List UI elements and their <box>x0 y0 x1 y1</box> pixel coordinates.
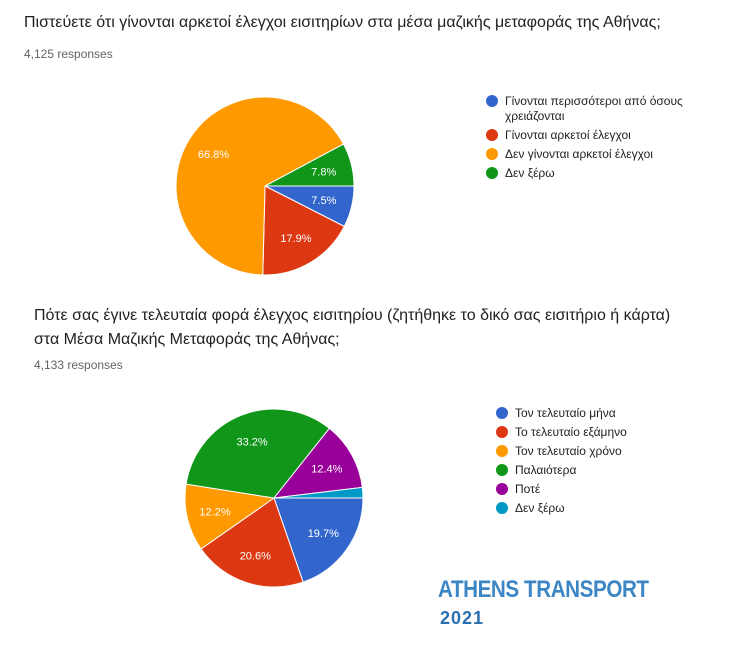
pie-1-legend-item-3: Δεν γίνονται αρκετοί έλεγχοι <box>486 147 696 162</box>
pie-2-slice-3 <box>184 483 276 550</box>
pie-1-legend-item-1: Γίνονται περισσότεροι από όσους χρειάζον… <box>486 94 696 124</box>
pie-2-slice-2-label: 20.6% <box>240 551 271 563</box>
brand-year: 2021 <box>440 608 485 628</box>
pie-1-slice-4-label: 7.8% <box>311 166 336 178</box>
legend-label: Παλαιότερα <box>515 463 577 477</box>
pie-chart-2: 19.7% 20.6% 12.2% 33.2% 12.4% <box>184 408 364 588</box>
pie-1-slice-2 <box>262 185 345 276</box>
pie-1-legend-item-2: Γίνονται αρκετοί έλεγχοι <box>486 128 696 143</box>
question-1-title-line-1: Πιστεύετε ότι γίνονται αρκετοί έλεγχοι ε… <box>24 14 661 31</box>
pie-2-legend-item-6: Δεν ξέρω <box>496 501 696 516</box>
pie-chart-1-legend: Γίνονται περισσότεροι από όσους χρειάζον… <box>486 94 696 185</box>
pie-2-legend-item-5: Ποτέ <box>496 482 696 497</box>
legend-label: Τον τελευταίο χρόνο <box>515 444 622 458</box>
legend-label: Δεν γίνονται αρκετοί έλεγχοι <box>505 147 653 161</box>
pie-chart-2-legend: Τον τελευταίο μήνα Το τελευταίο εξάμηνο Το… <box>496 406 696 520</box>
pie-2-slice-5-label: 12.4% <box>311 464 342 476</box>
pie-1-slice-1-label: 7.5% <box>311 195 336 207</box>
pie-2-slice-2 <box>200 497 304 588</box>
legend-swatch-icon <box>486 167 498 179</box>
pie-1-slice-3 <box>175 96 345 276</box>
legend-label: Το τελευταίο εξάμηνο <box>515 425 627 439</box>
legend-swatch-icon <box>486 95 498 107</box>
pie-2-legend-item-2: Το τελευταίο εξάμηνο <box>496 425 696 440</box>
legend-swatch-icon <box>496 426 508 438</box>
pie-chart-1: 7.5% 17.9% 66.8% 7.8% <box>175 96 355 276</box>
legend-swatch-icon <box>496 464 508 476</box>
question-2-response-count: 4,133 responses <box>34 358 123 372</box>
pie-1-slice-3-label: 66.8% <box>198 149 229 161</box>
question-2-title-line-2: στα Μέσα Μαζικής Μεταφοράς της Αθήνας; <box>34 331 340 348</box>
pie-2-slice-4 <box>185 408 331 499</box>
pie-2-slice-1-label: 19.7% <box>308 528 339 540</box>
legend-swatch-icon <box>496 407 508 419</box>
pie-2-legend-item-3: Τον τελευταίο χρόνο <box>496 444 696 459</box>
legend-swatch-icon <box>486 148 498 160</box>
legend-swatch-icon <box>496 502 508 514</box>
question-2-title-line-1: Πότε σας έγινε τελευταία φορά έλεγχος ει… <box>34 307 671 324</box>
pie-2-slice-3-label: 12.2% <box>199 507 230 519</box>
question-1-title: Πιστεύετε ότι γίνονται αρκετοί έλεγχοι ε… <box>24 11 661 35</box>
pie-1-slice-2-label: 17.9% <box>280 233 311 245</box>
pie-2-slice-6 <box>273 486 364 499</box>
legend-label: Τον τελευταίο μήνα <box>515 406 616 420</box>
pie-2-slice-5 <box>272 427 363 499</box>
pie-1-slice-4 <box>264 143 355 187</box>
question-2-title: Πότε σας έγινε τελευταία φορά έλεγχος ει… <box>34 304 670 352</box>
pie-2-legend-item-1: Τον τελευταίο μήνα <box>496 406 696 421</box>
pie-2-slice-4-label: 33.2% <box>236 437 267 449</box>
legend-label: Δεν ξέρω <box>505 166 555 180</box>
legend-swatch-icon <box>496 483 508 495</box>
legend-swatch-icon <box>486 129 498 141</box>
legend-label: Δεν ξέρω <box>515 501 565 515</box>
legend-label: Γίνονται περισσότεροι από όσους χρειάζον… <box>505 94 683 123</box>
legend-swatch-icon <box>496 445 508 457</box>
brand-logo-text: ATHENS TRANSPORT <box>438 576 649 603</box>
legend-label: Ποτέ <box>515 482 541 496</box>
pie-2-legend-item-4: Παλαιότερα <box>496 463 696 478</box>
question-1-response-count: 4,125 responses <box>24 47 113 61</box>
pie-1-legend-item-4: Δεν ξέρω <box>486 166 696 181</box>
legend-label: Γίνονται αρκετοί έλεγχοι <box>505 128 631 142</box>
